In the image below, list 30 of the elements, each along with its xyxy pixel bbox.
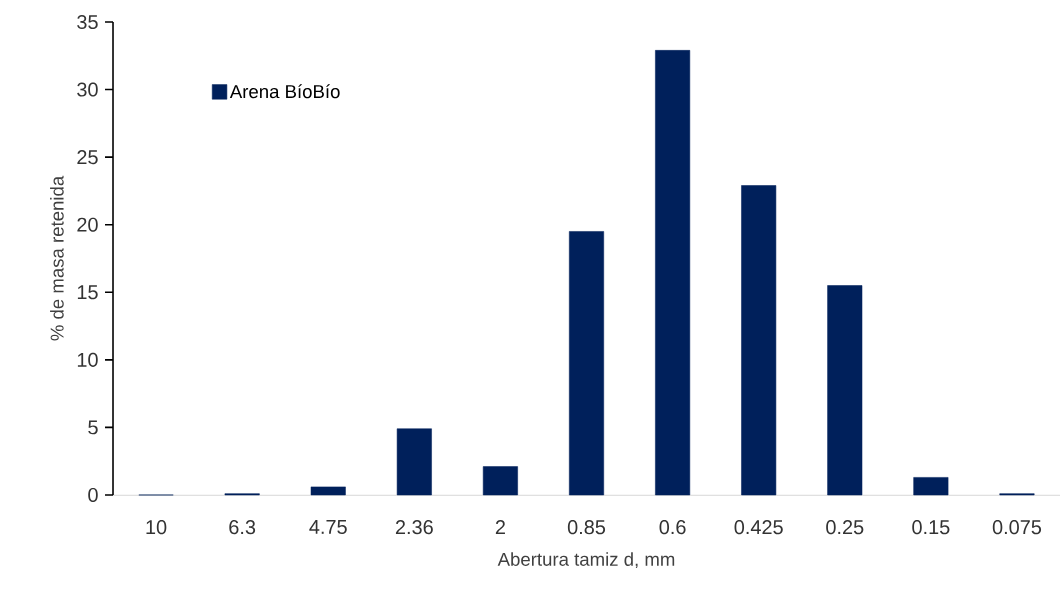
bar [396,428,432,496]
y-tick-label: 5 [88,420,98,435]
x-tick-label: 0.6 [659,520,686,535]
x-tick-label: 4.75 [309,520,347,535]
x-tick-label: 2 [495,520,505,535]
bar [569,231,604,496]
x-tick-label: 10 [146,520,167,535]
y-tick-label: 25 [77,150,98,165]
bar [741,185,777,496]
x-tick-label: 2.36 [395,520,433,535]
x-axis-title: Abertura tamiz d, mm [497,552,675,569]
y-tick-label: 10 [77,352,98,367]
y-tick-label: 20 [77,217,98,232]
bar [913,477,949,496]
y-axis-title: % de masa retenida [50,175,64,341]
bar [310,486,346,496]
bar [482,466,518,496]
y-tick-label: 0 [88,487,98,503]
x-tick-label: 0.25 [826,520,864,535]
y-tick-label: 30 [77,82,98,97]
y-tick-label: 15 [77,285,98,300]
bar [655,50,691,496]
x-tick-label: 0.425 [734,520,783,535]
x-tick-label: 0.15 [912,520,950,535]
x-tick-label: 0.075 [992,520,1042,535]
y-tick-label: 35 [77,14,98,30]
x-tick-label: 6.3 [229,520,256,535]
x-tick-label: 0.85 [567,520,606,535]
legend-label: Arena BíoBío [229,84,340,99]
bar [827,285,863,496]
